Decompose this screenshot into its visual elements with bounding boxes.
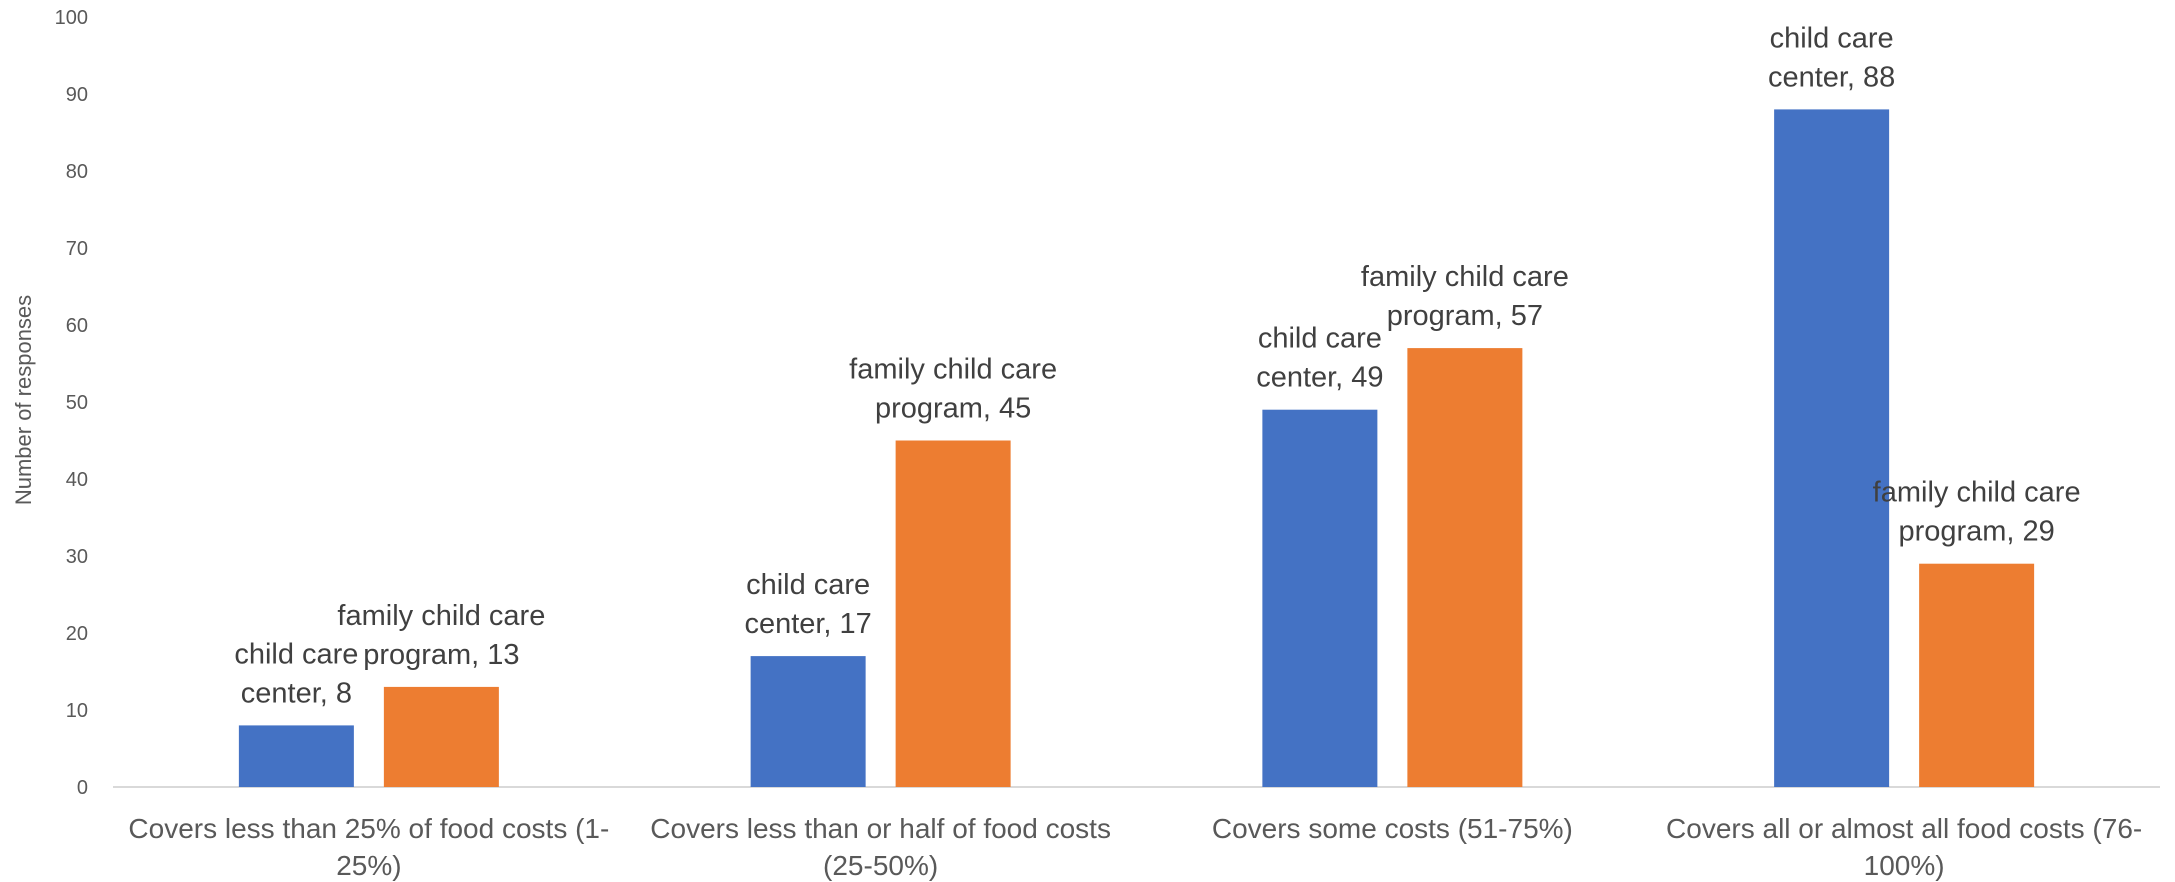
y-tick-label: 60 (66, 315, 88, 337)
bar-family-child-care-program-4 (1919, 563, 2035, 787)
data-label: child care center, 49 (1256, 323, 1383, 394)
data-label: family child care program, 13 (337, 600, 545, 671)
y-tick-label: 50 (66, 392, 88, 414)
y-axis-ticks: 0 10 20 30 40 50 60 70 80 90 100 (55, 7, 88, 799)
bar-child-care-center-1 (238, 725, 354, 787)
bar-family-child-care-program-3 (1407, 348, 1523, 787)
category-labels: Covers less than 25% of food costs (1-25… (128, 813, 2142, 881)
bar-family-child-care-program-1 (383, 686, 499, 787)
x-category-label: Covers less than 25% of food costs (1-25… (128, 813, 609, 881)
y-tick-label: 70 (66, 238, 88, 260)
x-category-label: Covers some costs (51-75%) (1212, 813, 1573, 844)
data-label: family child care program, 57 (1361, 261, 1569, 332)
y-tick-label: 10 (66, 700, 88, 722)
y-tick-label: 100 (55, 7, 88, 29)
data-label: family child care program, 29 (1873, 477, 2081, 548)
bar-child-care-center-2 (750, 656, 866, 787)
bar-child-care-center-3 (1262, 409, 1378, 787)
y-tick-label: 90 (66, 84, 88, 106)
y-tick-label: 80 (66, 161, 88, 183)
x-category-label: Covers less than or half of food costs (2… (650, 813, 1111, 881)
y-tick-label: 30 (66, 546, 88, 568)
data-label: child care center, 8 (234, 638, 358, 709)
bars (238, 109, 2035, 787)
bar-family-child-care-program-2 (895, 440, 1011, 787)
data-label: family child care program, 45 (849, 354, 1057, 425)
data-label: child care center, 88 (1768, 22, 1895, 93)
y-axis-title: Number of responses (11, 295, 36, 505)
y-tick-label: 0 (77, 777, 88, 799)
x-category-label: Covers all or almost all food costs (76-… (1666, 813, 2142, 881)
data-label: child care center, 17 (744, 569, 871, 640)
y-tick-label: 20 (66, 623, 88, 645)
bar-child-care-center-4 (1774, 109, 1890, 787)
y-tick-label: 40 (66, 469, 88, 491)
